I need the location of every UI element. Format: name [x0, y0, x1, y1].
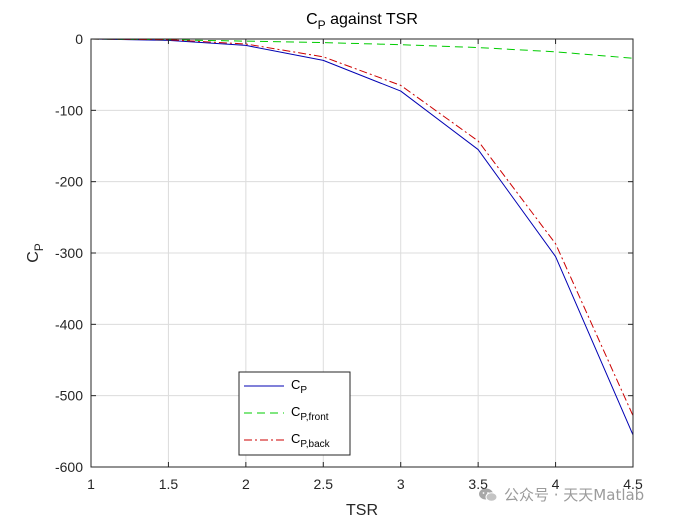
legend-label-cp-front-main: C [291, 404, 300, 419]
x-tick-label: 2.5 [314, 476, 334, 492]
y-tick-label: -200 [55, 174, 83, 190]
ticks [90, 38, 634, 468]
x-tick-label: 4 [552, 476, 560, 492]
x-tick-label: 1 [87, 476, 95, 492]
legend-label-cp-front: CP,front [291, 404, 329, 423]
y-tick-label: -500 [55, 388, 83, 404]
y-axis-label-subscript: P [32, 243, 46, 251]
y-axis-label-main: C [25, 251, 42, 263]
x-tick-label: 1.5 [159, 476, 179, 492]
x-tick-label: 2 [242, 476, 250, 492]
series-line-cp [90, 38, 634, 436]
x-axis-label: TSR [346, 502, 378, 519]
x-tick-label: 4.5 [623, 476, 643, 492]
watermark: 公众号 · 天天Matlab [478, 484, 644, 505]
series-layer [90, 38, 634, 436]
wechat-icon [479, 488, 498, 502]
legend-label-cp-back-main: C [291, 431, 300, 446]
legend-label-cp-main: C [291, 377, 300, 392]
y-tick-label: 0 [75, 31, 83, 47]
watermark-text: 公众号 · 天天Matlab [504, 486, 645, 504]
y-tick-labels: 0 -100 -200 -300 -400 -500 -600 [55, 31, 83, 475]
y-tick-label: -100 [55, 102, 83, 118]
legend-label-cp: CP [291, 377, 307, 396]
legend-label-cp-back: CP,back [291, 431, 331, 450]
y-tick-label: -600 [55, 459, 83, 475]
x-tick-labels: 1 1.5 2 2.5 3 3.5 4 4.5 [87, 476, 643, 492]
x-tick-label: 3.5 [468, 476, 488, 492]
legend-label-cp-sub: P [300, 385, 307, 396]
legend-label-cp-front-sub: P,front [300, 412, 328, 423]
x-tick-label: 3 [397, 476, 405, 492]
legend-label-cp-back-sub: P,back [300, 439, 330, 450]
chart-title: CP against TSR [306, 11, 418, 32]
chart-title-subscript: P [318, 18, 326, 32]
y-tick-label: -400 [55, 316, 83, 332]
y-axis-label: CP [25, 243, 46, 263]
y-tick-label: -300 [55, 245, 83, 261]
series-line-cp-back [90, 38, 634, 416]
chart-title-rest: against TSR [326, 11, 418, 28]
chart-title-main: C [306, 11, 318, 28]
legend: CP CP,front CP,back [238, 371, 351, 456]
